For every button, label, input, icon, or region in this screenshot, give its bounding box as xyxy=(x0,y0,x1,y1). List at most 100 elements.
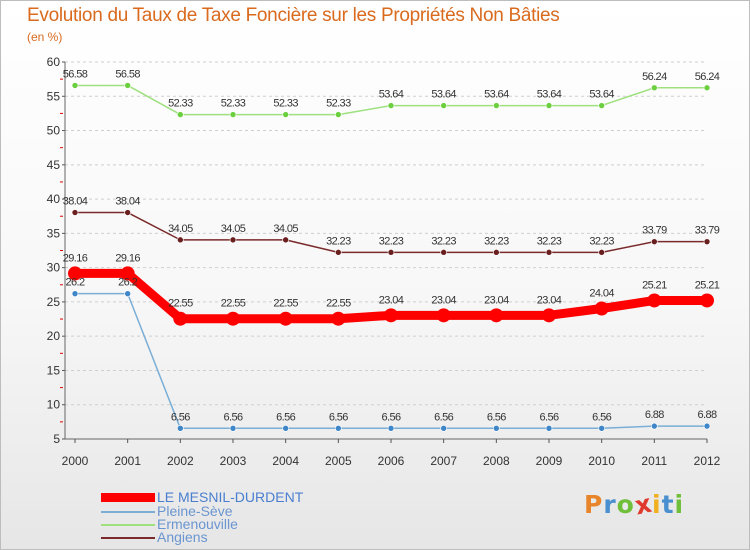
data-label: 33.79 xyxy=(642,225,667,237)
data-label: 23.04 xyxy=(379,294,404,306)
data-label: 32.23 xyxy=(589,235,614,247)
x-tick-label: 2012 xyxy=(694,454,721,468)
data-point xyxy=(331,311,346,326)
data-labels: 29.16 29.16 22.55 22.55 22.55 22.55 23.04 23.04… xyxy=(63,68,721,423)
x-tick-label: 2005 xyxy=(325,454,352,468)
data-label: 25.21 xyxy=(695,279,720,291)
data-label: 6.56 xyxy=(381,411,400,423)
axes: 5 10 15 20 25 30 35 40 45 50 55 60 2000 2001 2002 2003 2… xyxy=(47,55,721,468)
data-label: 6.56 xyxy=(276,411,295,423)
data-point xyxy=(651,238,658,245)
x-tick-label: 2004 xyxy=(272,454,299,468)
data-label: 56.58 xyxy=(63,68,88,80)
legend-label: Ermenouville xyxy=(157,516,238,532)
data-point xyxy=(598,249,605,256)
data-point xyxy=(647,293,662,308)
series-1 xyxy=(71,290,711,432)
data-label: 52.33 xyxy=(273,98,298,110)
proxiti-logo: Proxiti xyxy=(584,488,685,521)
data-point xyxy=(651,422,658,430)
data-point xyxy=(71,82,79,89)
data-point xyxy=(177,425,184,432)
data-point xyxy=(282,425,289,432)
data-label: 6.56 xyxy=(171,411,190,423)
data-point xyxy=(594,301,609,316)
data-point xyxy=(384,308,398,323)
data-label: 29.16 xyxy=(115,252,140,264)
x-tick-label: 2000 xyxy=(62,454,89,468)
data-point xyxy=(282,236,289,244)
data-point xyxy=(226,311,240,326)
x-tick-label: 2009 xyxy=(536,454,563,468)
x-tick-label: 2011 xyxy=(641,454,667,468)
data-point xyxy=(335,111,342,118)
data-label: 52.33 xyxy=(168,98,193,110)
data-label: 6.56 xyxy=(487,411,506,423)
data-point xyxy=(542,308,556,323)
data-label: 6.56 xyxy=(329,411,348,423)
data-label: 26.2 xyxy=(65,277,84,289)
y-tick-label: 10 xyxy=(47,398,61,412)
data-point xyxy=(124,290,131,297)
data-point xyxy=(436,308,451,323)
series-2 xyxy=(71,82,711,118)
data-label: 24.04 xyxy=(589,287,614,299)
data-label: 23.04 xyxy=(537,294,562,306)
data-label: 32.23 xyxy=(326,235,351,247)
legend-swatch xyxy=(101,524,155,526)
data-label: 22.55 xyxy=(273,298,298,310)
data-label: 53.64 xyxy=(379,89,404,101)
data-label: 33.79 xyxy=(695,225,720,237)
data-point xyxy=(229,236,237,244)
data-point xyxy=(598,102,605,109)
data-point xyxy=(124,82,131,89)
data-label: 53.64 xyxy=(431,89,456,101)
data-point xyxy=(229,425,237,432)
data-point xyxy=(68,266,82,281)
data-point xyxy=(598,425,605,432)
data-label: 6.56 xyxy=(539,411,558,423)
legend-swatch xyxy=(101,493,155,502)
data-point xyxy=(493,102,500,109)
x-tick-label: 2010 xyxy=(588,454,615,468)
data-point xyxy=(651,84,658,92)
data-point xyxy=(282,111,289,118)
data-label: 34.05 xyxy=(221,223,246,235)
data-label: 26.2 xyxy=(118,277,137,289)
data-label: 38.04 xyxy=(115,196,140,208)
data-label: 34.05 xyxy=(273,223,298,235)
y-tick-label: 30 xyxy=(47,261,61,275)
data-point xyxy=(703,84,711,92)
data-point xyxy=(177,236,184,244)
data-point xyxy=(335,249,342,256)
data-label: 53.64 xyxy=(484,89,509,101)
data-point xyxy=(703,422,711,430)
data-label: 23.04 xyxy=(484,294,509,306)
data-label: 23.04 xyxy=(431,294,456,306)
data-label: 6.56 xyxy=(223,411,242,423)
data-point xyxy=(124,209,131,216)
x-tick-label: 2008 xyxy=(483,454,510,468)
data-point xyxy=(489,308,504,323)
legend-swatch xyxy=(101,511,155,513)
legend-label: Angiens xyxy=(157,529,208,545)
series-group xyxy=(68,82,714,432)
data-point xyxy=(440,102,447,109)
data-label: 52.33 xyxy=(326,98,351,110)
data-point xyxy=(545,249,553,256)
data-label: 53.64 xyxy=(589,89,614,101)
data-point xyxy=(120,266,135,281)
data-label: 56.24 xyxy=(642,71,667,83)
y-unit-label: (en %) xyxy=(27,30,63,44)
x-tick-label: 2001 xyxy=(114,454,141,468)
data-label: 22.55 xyxy=(221,298,246,310)
data-label: 32.23 xyxy=(431,235,456,247)
series-3 xyxy=(71,209,711,256)
data-label: 38.04 xyxy=(63,196,88,208)
data-point xyxy=(440,249,447,256)
data-label: 56.24 xyxy=(695,71,720,83)
x-tick-label: 2003 xyxy=(220,454,247,468)
data-label: 22.55 xyxy=(168,298,193,310)
y-tick-label: 25 xyxy=(47,295,61,309)
